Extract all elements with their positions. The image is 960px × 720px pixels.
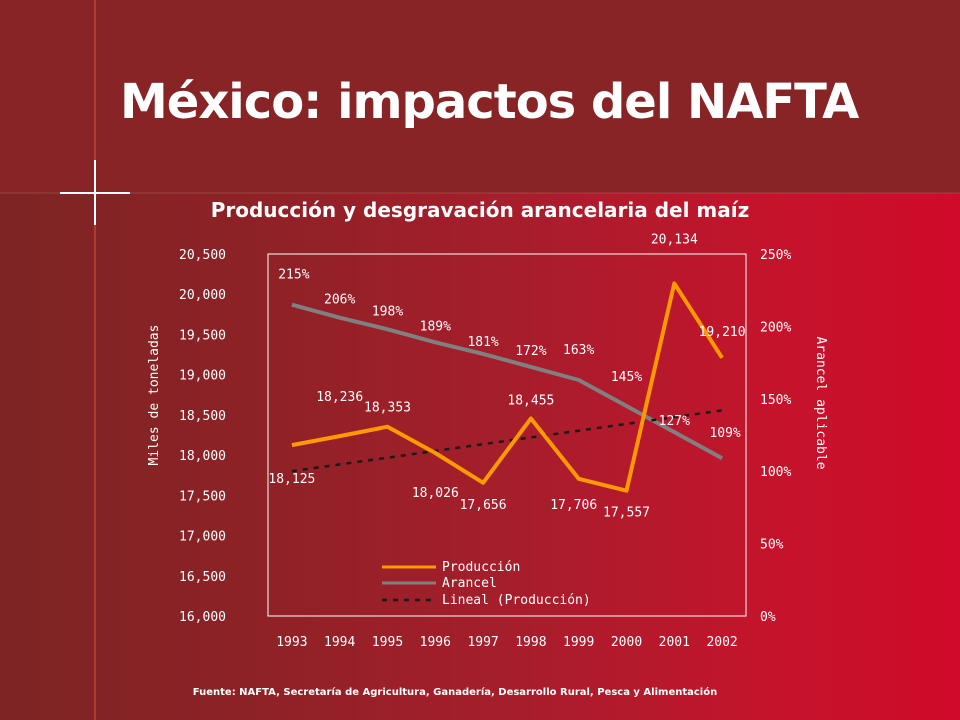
x-tick-label: 1994 — [324, 635, 355, 650]
data-label-produccion: 17,656 — [460, 498, 507, 513]
data-label-produccion: 19,210 — [699, 325, 746, 340]
y-tick-label: 20,500 — [179, 248, 226, 263]
data-label-produccion: 17,557 — [603, 506, 650, 521]
x-axis: 1993 1994 1995 1996 1997 1998 1999 2000 2001 2002 — [276, 635, 738, 650]
chart-title: Producción y desgravación arancelaria de… — [210, 198, 750, 222]
y2-tick-label: 50% — [760, 538, 784, 553]
y-tick-label: 19,500 — [179, 328, 226, 343]
y2-tick-label: 200% — [760, 320, 791, 335]
data-label-produccion: 18,353 — [364, 401, 411, 416]
data-label-produccion: 20,134 — [651, 232, 698, 247]
legend-label-arancel: Arancel — [442, 576, 497, 591]
y-tick-label: 16,500 — [179, 570, 226, 585]
legend-label-lineal: Lineal (Producción) — [442, 593, 591, 608]
x-tick-label: 1993 — [276, 635, 307, 650]
series-line-produccion — [291, 281, 724, 493]
x-tick-label: 2000 — [611, 635, 642, 650]
y2-axis-title: Arancel aplicable — [813, 336, 828, 469]
y-tick-label: 18,500 — [179, 409, 226, 424]
data-label-produccion: 18,455 — [507, 394, 554, 409]
left-axis: 16,000 16,500 17,000 17,500 18,000 18,500 19,0… — [179, 248, 226, 625]
data-label-produccion: 18,236 — [316, 390, 363, 405]
y2-tick-label: 250% — [760, 248, 791, 263]
series-line-arancel — [291, 302, 724, 460]
data-label-arancel: 189% — [420, 319, 451, 334]
data-label-arancel: 145% — [611, 370, 642, 385]
y-tick-label: 17,500 — [179, 489, 226, 504]
series-layer — [291, 281, 724, 493]
x-tick-label: 1995 — [372, 635, 403, 650]
data-label-arancel: 163% — [563, 343, 594, 358]
data-label-arancel: 181% — [467, 335, 498, 350]
data-label-produccion: 18,125 — [268, 472, 315, 487]
source-note: Fuente: NAFTA, Secretaría de Agricultura… — [192, 687, 718, 698]
slide-title: México: impactos del NAFTA — [120, 74, 859, 130]
y-tick-label: 17,000 — [179, 530, 226, 545]
right-axis: 0% 50% 100% 150% 200% 250% — [760, 248, 791, 625]
x-tick-label: 2002 — [706, 635, 737, 650]
y-tick-label: 20,000 — [179, 288, 226, 303]
data-label-arancel: 198% — [372, 304, 403, 319]
data-label-arancel: 109% — [709, 426, 740, 441]
plot-area — [267, 253, 747, 617]
legend: Producción Arancel Lineal (Producción) — [382, 560, 591, 608]
series-line-lineal — [291, 409, 723, 473]
legend-label-produccion: Producción — [442, 560, 520, 575]
y-axis-title: Miles de toneladas — [147, 325, 162, 466]
data-label-produccion: 17,706 — [550, 498, 597, 513]
title-band — [0, 0, 960, 193]
data-label-produccion: 18,026 — [412, 486, 459, 501]
x-tick-label: 1999 — [563, 635, 594, 650]
y2-tick-label: 0% — [760, 610, 776, 625]
x-tick-label: 1996 — [420, 635, 451, 650]
y2-tick-label: 100% — [760, 465, 791, 480]
y-tick-label: 18,000 — [179, 449, 226, 464]
x-tick-label: 1998 — [515, 635, 546, 650]
data-label-arancel: 172% — [515, 344, 546, 359]
x-tick-label: 1997 — [467, 635, 498, 650]
y2-tick-label: 150% — [760, 393, 791, 408]
y-tick-label: 16,000 — [179, 610, 226, 625]
data-label-arancel: 206% — [324, 293, 355, 308]
x-tick-label: 2001 — [659, 635, 690, 650]
data-label-arancel: 215% — [278, 268, 309, 283]
data-label-arancel: 127% — [659, 414, 690, 429]
y-tick-label: 19,000 — [179, 369, 226, 384]
